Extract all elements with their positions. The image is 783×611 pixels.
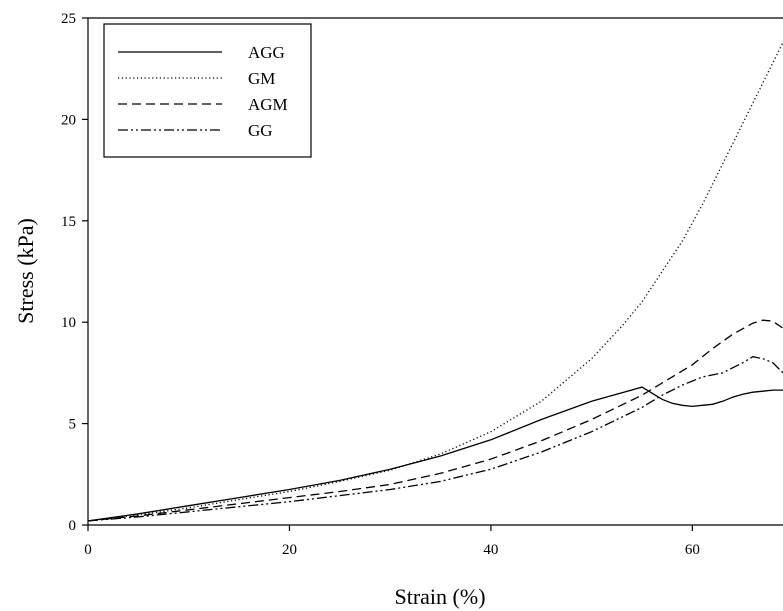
x-tick-label: 60 [685, 542, 700, 558]
y-tick-label: 15 [61, 214, 76, 230]
y-tick-label: 5 [69, 417, 77, 433]
y-tick-label: 10 [61, 315, 76, 331]
axes [82, 17, 783, 531]
legend-label-agg: AGG [248, 43, 285, 62]
legend-label-agm: AGM [248, 95, 288, 114]
series-line-gg [88, 356, 783, 522]
legend: AGG GM AGM GG [103, 23, 312, 158]
series-line-agm [88, 319, 783, 522]
x-axis-label: Strain (%) [394, 584, 485, 609]
legend-label-gg: GG [248, 121, 273, 140]
x-tick-label: 20 [282, 542, 297, 558]
series-layer [88, 42, 783, 522]
y-tick-label: 25 [61, 11, 76, 27]
x-tick-label: 40 [483, 542, 498, 558]
series-line-agg [88, 386, 783, 522]
legend-label-gm: GM [248, 69, 275, 88]
tick-labels: 0 5 10 15 20 25 0 20 40 60 [61, 11, 700, 558]
series-line-gm [88, 42, 783, 522]
y-tick-label: 0 [69, 518, 77, 534]
x-tick-label: 0 [84, 542, 92, 558]
y-tick-label: 20 [61, 112, 76, 128]
legend-box [103, 23, 312, 158]
y-axis-label: Stress (kPa) [13, 218, 38, 324]
